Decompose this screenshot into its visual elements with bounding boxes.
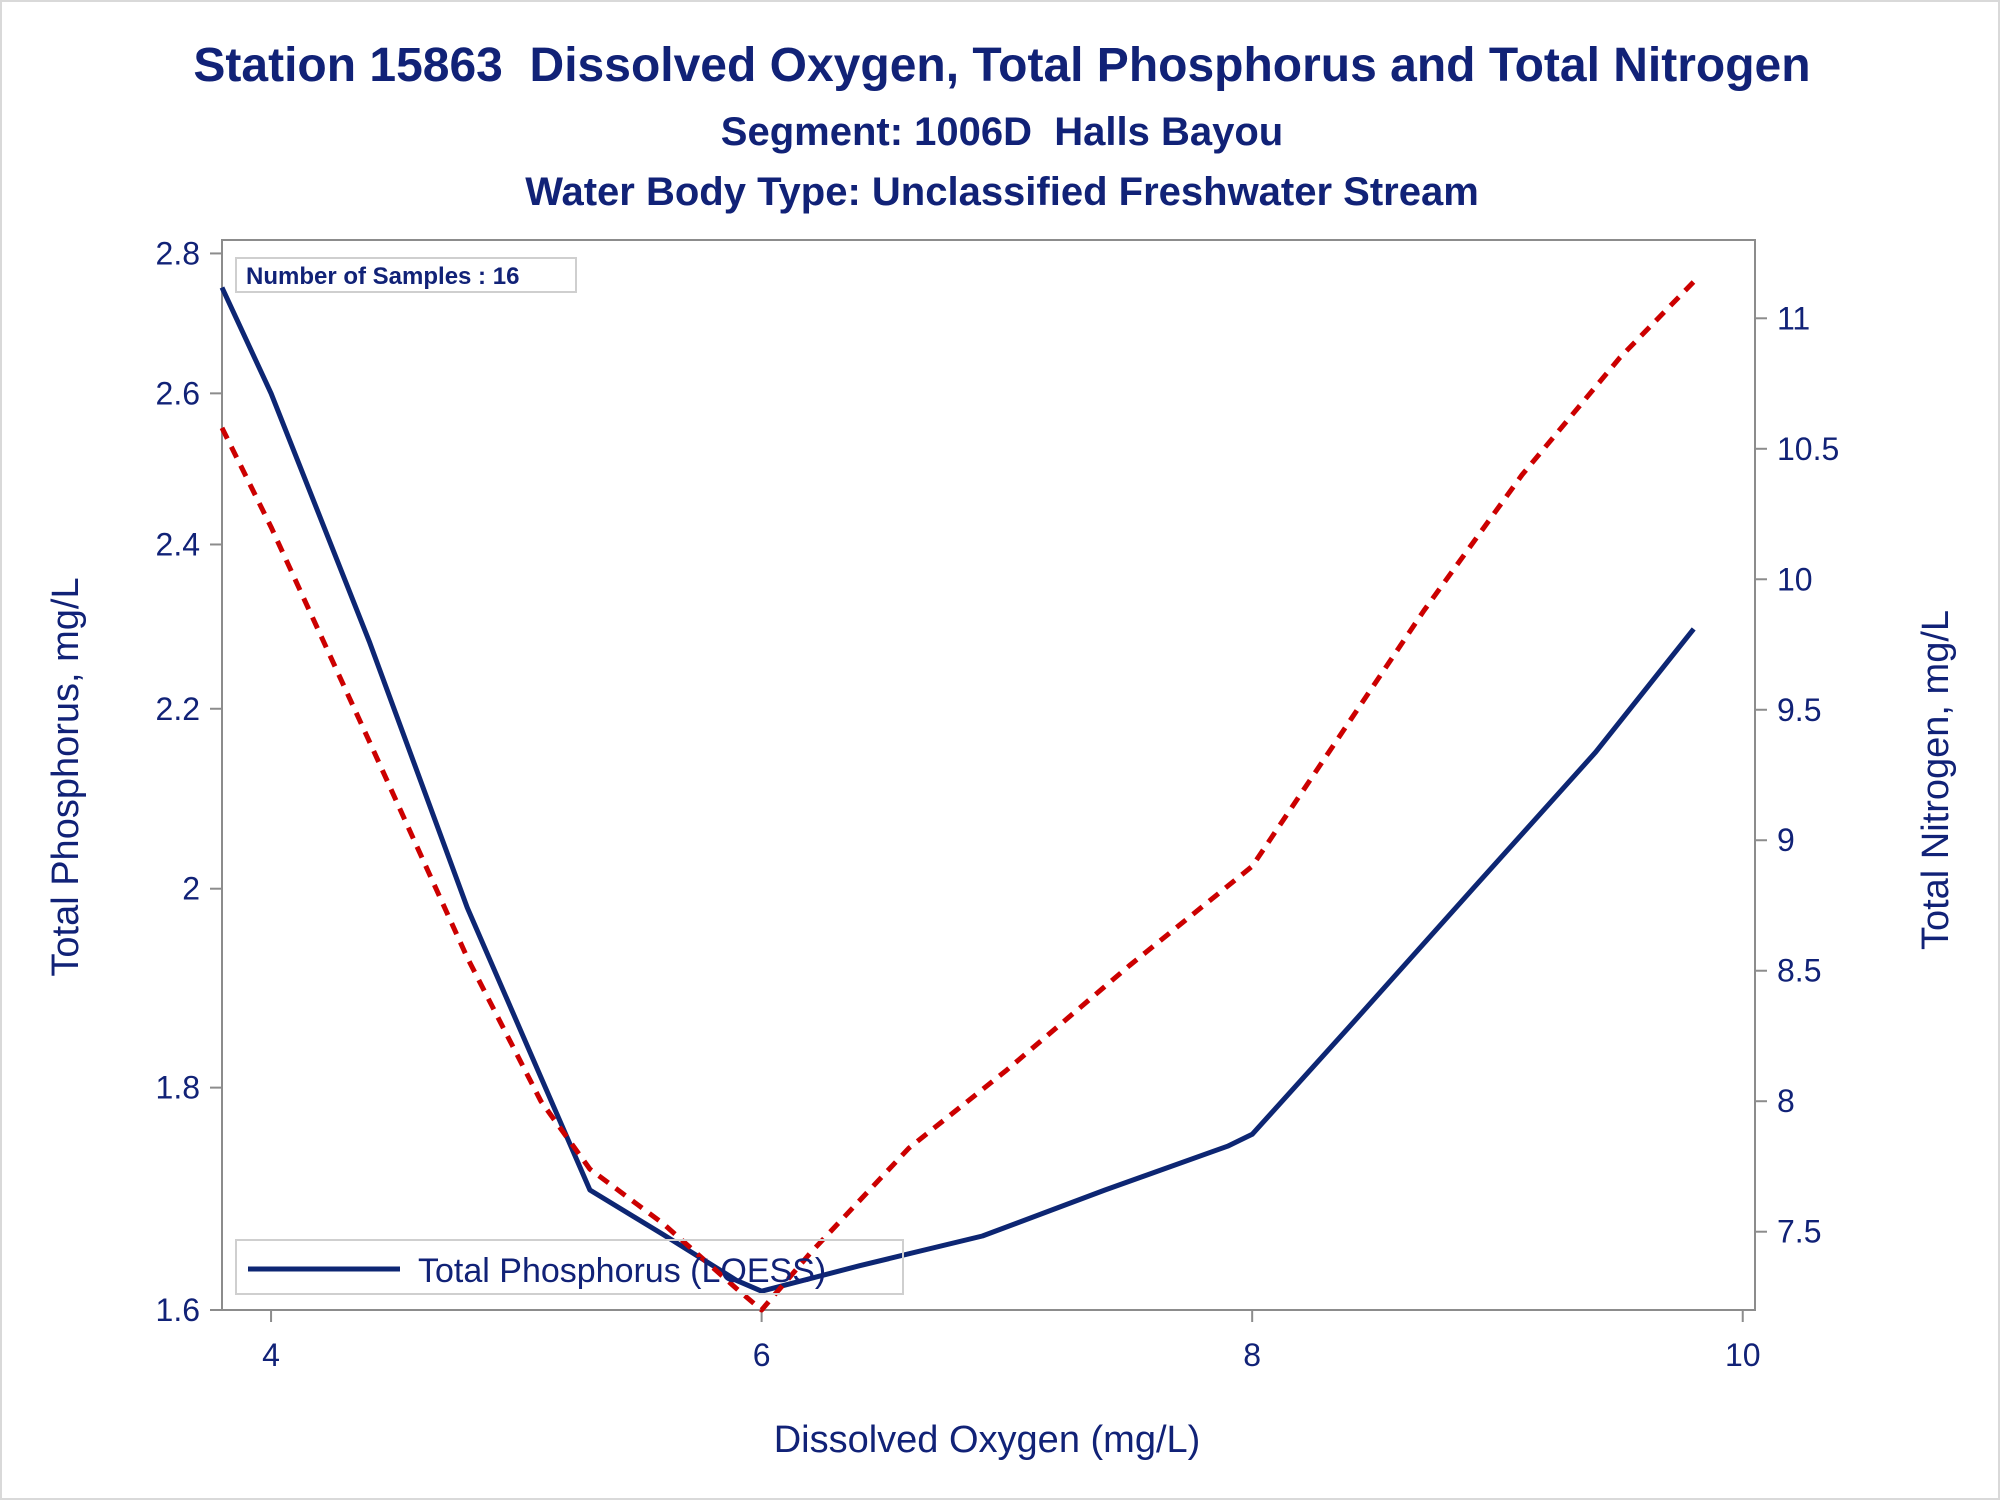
y-right-tick-label: 10.5 [1777, 431, 1839, 467]
y-axis-right-label: Total Nitrogen, mg/L [1915, 610, 1957, 950]
y-left-tick-label: 1.8 [156, 1070, 200, 1106]
legend-border [235, 1239, 904, 1295]
chart-subtitle-segment: Segment: 1006D Halls Bayou [720, 110, 1284, 154]
x-tick-label: 8 [1243, 1337, 1261, 1373]
axes: 4 6 8 10 1.6 1.8 2 2.2 2.4 2.6 2.8 7.5 8 8.5 9 9.5 10 10.… [156, 235, 1840, 1373]
y-left-tick-label: 2.8 [156, 235, 200, 271]
x-tick-label: 10 [1725, 1337, 1761, 1373]
y-right-tick-label: 8.5 [1777, 953, 1821, 989]
chart-subtitle-water-body: Water Body Type: Unclassified Freshwater… [525, 170, 1479, 214]
x-tick-label: 4 [262, 1337, 280, 1373]
x-axis-label: Dissolved Oxygen (mg/L) [774, 1419, 1201, 1461]
legend-label-phosphorus: Total Phosphorus (LOESS) [418, 1252, 826, 1290]
y-left-tick-label: 2.2 [156, 691, 200, 727]
y-right-tick-label: 8 [1777, 1083, 1795, 1119]
series-line-total-nitrogen [219, 280, 1696, 1313]
y-right-tick-label: 9.5 [1777, 692, 1821, 728]
chart-title: Station 15863 Dissolved Oxygen, Total Ph… [193, 39, 1811, 92]
y-left-tick-label: 1.6 [156, 1292, 200, 1328]
y-right-tick-label: 10 [1777, 561, 1813, 597]
legend: Total Phosphorus (LOESS) [235, 1239, 904, 1295]
plot-area [221, 239, 1756, 1311]
y-right-tick-label: 9 [1777, 822, 1795, 858]
sample-count-box: Number of Samples : 16 [235, 257, 577, 293]
series-line-total-phosphorus [219, 286, 1696, 1294]
y-left-tick-label: 2 [182, 871, 200, 907]
y-right-tick-label: 7.5 [1777, 1214, 1821, 1250]
y-axis-left-label: Total Phosphorus, mg/L [45, 577, 87, 976]
x-tick-label: 6 [753, 1337, 771, 1373]
y-left-tick-label: 2.4 [156, 526, 200, 562]
y-left-tick-label: 2.6 [156, 375, 200, 411]
y-right-tick-label: 11 [1777, 300, 1810, 336]
sample-count-border [235, 257, 577, 293]
sample-count-text: Number of Samples : 16 [246, 263, 519, 290]
series-layer [219, 280, 1696, 1313]
